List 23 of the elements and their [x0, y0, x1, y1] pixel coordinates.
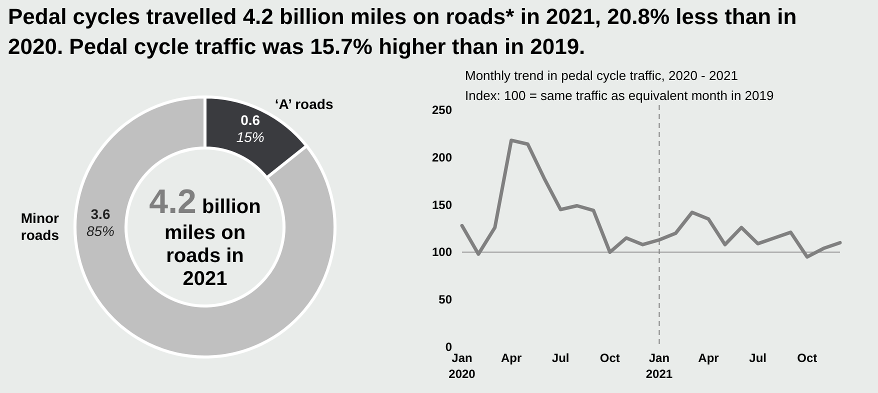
donut-slice [74, 96, 336, 358]
y-tick-label: 150 [432, 198, 452, 212]
slice-label: Minor roads [20, 210, 60, 243]
slice-label: ‘A’ roads [274, 96, 334, 112]
chart-title: Monthly trend in pedal cycle traffic, 2020 - 2021 [465, 68, 738, 83]
x-tick-label: Apr [698, 351, 720, 365]
data-label: 0.6 15% [236, 112, 264, 145]
chart-subtitle: Index: 100 = same traffic as equivalent month in 2019 [465, 88, 774, 103]
x-tick-label: Jan 2020 [448, 351, 476, 381]
x-tick-label: Jul [749, 351, 766, 365]
y-tick-label: 250 [432, 103, 452, 117]
x-tick-label: Apr [500, 351, 522, 365]
x-tick-label: Jul [552, 351, 570, 365]
text: Pedal cycles travelled 4.2 billion miles on roads* in 2021, 20.8% less than in 2020. Pedal cycle traffic was 15.7% higher than in 2019. [8, 4, 797, 59]
y-tick-label: 50 [438, 292, 452, 307]
y-tick-label: 0 [445, 340, 452, 354]
data-label: 3.6 85% [86, 206, 115, 239]
x-tick-label: Jan 2021 [646, 351, 673, 381]
text: 4.2 billion miles on roads in 2021 [149, 183, 261, 290]
y-tick-label: 100 [432, 245, 452, 260]
x-tick-label: Oct [797, 351, 818, 365]
x-tick-label: Oct [600, 351, 620, 365]
y-tick-label: 200 [432, 150, 452, 164]
